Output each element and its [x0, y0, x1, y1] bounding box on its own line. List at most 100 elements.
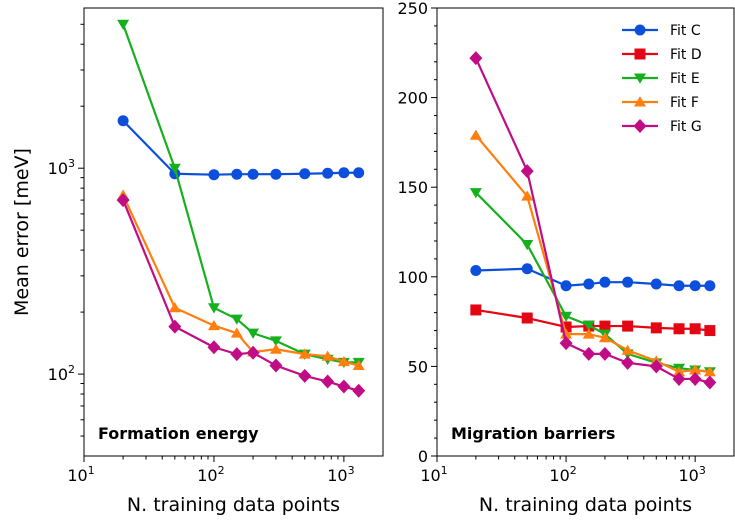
data-point	[116, 193, 130, 208]
data-point	[560, 328, 573, 339]
legend-marker	[634, 96, 646, 107]
legend-item: Fit C	[622, 23, 701, 39]
panel-annotation: Migration barriers	[451, 424, 615, 443]
legend-marker	[633, 119, 647, 133]
data-point	[298, 368, 312, 383]
y-tick-label-base: 100	[397, 268, 428, 287]
data-point	[704, 325, 716, 337]
y-tick-label-base: 0	[418, 447, 428, 466]
data-point	[469, 188, 482, 199]
legend: Fit C Fit D Fit E Fit F Fit G	[622, 23, 702, 135]
data-point	[352, 383, 366, 398]
x-tick-label-base: 10	[67, 466, 87, 485]
y-tick-label-exponent: 2	[68, 363, 75, 376]
data-point	[117, 115, 129, 127]
data-point	[703, 375, 717, 390]
y-tick-label: 100	[397, 268, 428, 287]
data-point	[599, 276, 611, 288]
data-point	[521, 312, 533, 324]
data-point	[207, 303, 220, 314]
data-point	[689, 364, 702, 375]
data-point	[703, 366, 716, 377]
x-tick-label-exponent: 1	[441, 464, 448, 477]
data-point	[208, 169, 220, 181]
y-axis-label: Mean error [meV]	[11, 148, 33, 316]
data-point	[321, 350, 334, 361]
x-axis-label: N. training data points	[479, 494, 692, 516]
series-line	[122, 119, 359, 176]
y-tick-label-base: 10	[48, 365, 68, 384]
y-tick-label: 0	[418, 447, 428, 466]
legend-label: Fit E	[670, 71, 700, 87]
series-0	[117, 115, 365, 181]
y-tick-label: 250	[397, 0, 428, 18]
y-tick-label: 200	[397, 89, 428, 108]
data-point	[704, 280, 716, 292]
data-point	[583, 278, 595, 290]
y-tick-label: 150	[397, 178, 428, 197]
data-point	[650, 322, 662, 334]
x-tick-label-base: 10	[327, 466, 347, 485]
plot-frame	[436, 7, 735, 457]
data-point	[269, 343, 282, 354]
x-tick-label-exponent: 3	[348, 464, 355, 477]
data-point	[582, 346, 596, 361]
data-point	[598, 332, 611, 343]
data-point	[559, 336, 573, 351]
legend-item: Fit G	[622, 119, 702, 135]
x-tick-label: 103	[678, 464, 705, 485]
legend-marker	[634, 48, 646, 60]
data-point	[298, 348, 311, 359]
y-tick-label-base: 250	[397, 0, 428, 18]
data-point	[520, 164, 534, 179]
data-point	[230, 327, 243, 338]
x-tick-label-base: 10	[678, 466, 698, 485]
y-tick-label-base: 50	[408, 357, 428, 376]
x-tick-label-exponent: 2	[218, 464, 225, 477]
y-tick-label-exponent: 3	[68, 157, 75, 170]
data-point	[247, 328, 260, 339]
data-point	[246, 345, 260, 360]
series-line	[475, 134, 710, 373]
data-point	[231, 168, 243, 180]
data-point	[247, 168, 259, 180]
data-point	[622, 276, 634, 288]
data-point	[621, 355, 635, 370]
data-point	[322, 167, 334, 179]
series-fit-d	[470, 304, 716, 337]
data-point	[599, 320, 611, 332]
data-point	[352, 359, 365, 371]
y-tick-label-base: 200	[397, 89, 428, 108]
data-point	[168, 319, 182, 334]
data-point	[673, 366, 686, 377]
data-point	[469, 129, 482, 140]
legend-item: Fit E	[622, 71, 700, 87]
data-point	[168, 302, 181, 313]
series-line	[474, 57, 711, 384]
data-point	[598, 346, 612, 361]
y-tick-label-base: 10	[48, 159, 68, 178]
x-tick-label-exponent: 2	[570, 464, 577, 477]
series-line	[475, 267, 710, 287]
data-point	[269, 336, 282, 347]
data-point	[299, 168, 311, 180]
x-axis-label: N. training data points	[127, 494, 340, 516]
series-line	[475, 308, 710, 332]
data-point	[622, 320, 634, 332]
data-point	[230, 347, 244, 362]
data-point	[353, 167, 365, 179]
series-fit-g	[469, 51, 717, 390]
x-tick-label: 101	[420, 464, 447, 485]
legend-marker	[634, 24, 646, 36]
panel-annotation: Formation energy	[98, 424, 259, 443]
data-point	[470, 304, 482, 316]
data-point	[270, 168, 282, 180]
series-2	[117, 189, 365, 371]
data-point	[207, 340, 221, 355]
data-point	[321, 374, 335, 389]
data-point	[650, 278, 662, 290]
series-line	[122, 194, 359, 367]
data-point	[521, 190, 534, 201]
